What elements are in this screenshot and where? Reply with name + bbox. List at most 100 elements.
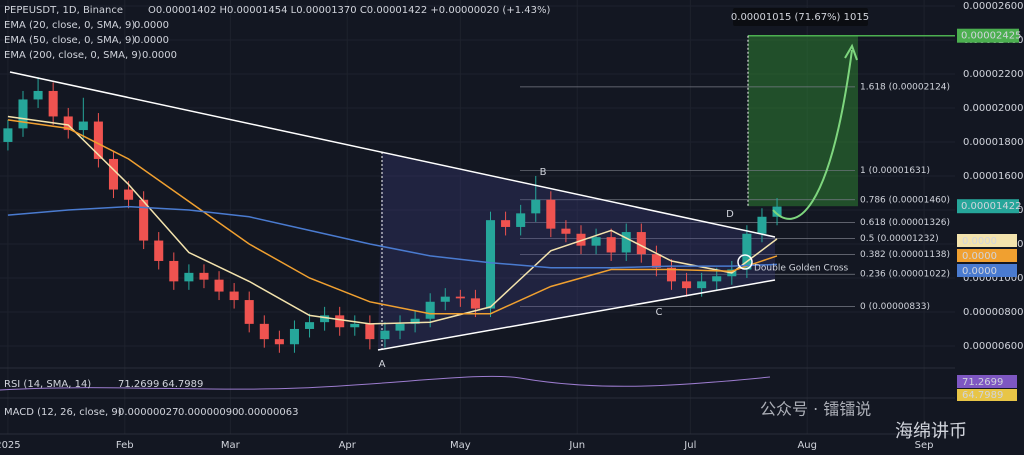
x-tick-label: May (450, 440, 471, 451)
candle-body (606, 237, 616, 253)
watermark: 公众号 · 镭镭说 (760, 400, 871, 419)
candle-body (576, 233, 586, 246)
legend-value: 0.0000 (134, 35, 169, 46)
point-label: B (540, 167, 547, 178)
macd-title: MACD (12, 26, close, 9) (4, 407, 122, 418)
fib-label: 0 (0.00000833) (860, 302, 930, 312)
legend-value: 0.0000 (142, 50, 177, 61)
ema-badge-text: 0.0000 (962, 236, 997, 247)
lower-trendline (377, 279, 776, 351)
rsi-value: 71.2699 (118, 379, 159, 390)
candle-body (410, 318, 420, 324)
candle-body (455, 296, 465, 299)
candle-body (742, 233, 752, 270)
rsi-badge (957, 375, 1017, 388)
fib-label: 0.786 (0.00001460) (860, 195, 950, 205)
candle-body (365, 323, 375, 340)
x-tick-label: 2025 (0, 440, 21, 451)
rsi-badge-text: 64.7989 (962, 390, 1003, 401)
rsi-title: RSI (14, SMA, 14) (4, 379, 91, 390)
cross-circle (737, 254, 753, 270)
entry-badge-text: 0.00001422 (961, 201, 1021, 212)
candle-body (289, 328, 299, 345)
fib-label: 0.618 (0.00001326) (860, 218, 950, 228)
candle-body (154, 240, 164, 261)
candle-body (63, 116, 73, 131)
fib-label: 1 (0.00001631) (860, 166, 930, 176)
candle-body (682, 281, 692, 289)
candle-body (335, 315, 345, 328)
y-tick-label: 0.00002200 (963, 69, 1023, 80)
position-label-bg (733, 8, 868, 26)
fib-label: 0.382 (0.00001138) (860, 250, 950, 260)
legend-name: EMA (50, close, 0, SMA, 9) (4, 35, 135, 46)
macd-value: 0.00000090 (178, 407, 238, 418)
ema-badge (957, 264, 1017, 277)
candle-body (697, 281, 707, 289)
candle-body (18, 99, 28, 129)
rsi-badge (957, 389, 1017, 401)
candle-body (350, 323, 360, 328)
candle-body (485, 220, 496, 309)
rsi-badge-text: 71.2699 (962, 377, 1003, 388)
candle-body (501, 220, 511, 227)
macd-value: 0.00000027 (118, 407, 178, 418)
y-tick-label: 0.00000800 (963, 307, 1023, 318)
candle-body (274, 339, 284, 345)
profit-zone (748, 35, 858, 207)
candle-body (3, 128, 13, 142)
candle-body (169, 260, 179, 282)
legend-value: 0.0000 (134, 20, 169, 31)
rsi-decoration (0, 375, 771, 391)
target-badge-text: 0.00002425 (961, 31, 1021, 42)
x-tick-label: Sep (915, 440, 934, 451)
candle-body (470, 298, 480, 309)
candle-body (531, 199, 541, 214)
x-tick-label: Feb (116, 440, 134, 451)
x-tick-label: Jul (683, 440, 696, 451)
candle-body (395, 323, 405, 331)
candles (3, 77, 782, 353)
fib-label: 0.236 (0.00001022) (860, 270, 950, 280)
point-label: A (379, 359, 386, 370)
candle-body (757, 216, 767, 234)
candle-body (93, 121, 103, 159)
candle-body (124, 189, 134, 200)
legend-name: EMA (20, close, 0, SMA, 9) (4, 20, 135, 31)
candle-body (772, 206, 782, 217)
candle-body (33, 90, 43, 100)
upper-trendline (9, 71, 776, 238)
ema-line (7, 119, 778, 315)
x-tick-label: Apr (339, 440, 357, 451)
fib-label: 0.5 (0.00001232) (860, 234, 939, 244)
ema-line (7, 205, 778, 269)
y-tick-label: 0.00001600 (963, 171, 1023, 182)
candle-body (305, 322, 315, 329)
candle-body (651, 254, 661, 268)
candle-body (621, 232, 631, 253)
ema-lines (7, 115, 778, 325)
ohlc: O0.00001402 H0.00001454 L0.00001370 C0.0… (148, 5, 550, 16)
target-badge (957, 28, 1019, 43)
candle-body (591, 237, 601, 246)
candle-body (320, 315, 330, 323)
x-tick-label: Mar (221, 440, 241, 451)
y-tick-label: 0.00001000 (963, 273, 1023, 284)
y-tick-label: 0.00001800 (963, 137, 1023, 148)
candle-body (108, 158, 119, 190)
candle-body (139, 199, 149, 241)
ema-line (7, 115, 778, 325)
y-tick-label: 0.00002600 (963, 1, 1023, 12)
watermark: 海绵讲币 (895, 421, 967, 442)
rsi-value: 64.7989 (162, 379, 203, 390)
x-tick-label: Jun (568, 440, 585, 451)
y-tick-label: 0.00000600 (963, 341, 1023, 352)
entry-badge (957, 199, 1019, 214)
ema-badge (957, 249, 1017, 262)
candle-body (440, 296, 450, 302)
candle-body (184, 272, 194, 282)
projection-arrow (772, 49, 853, 220)
y-tick-label: 0.00002000 (963, 103, 1023, 114)
candle-body (214, 279, 224, 292)
